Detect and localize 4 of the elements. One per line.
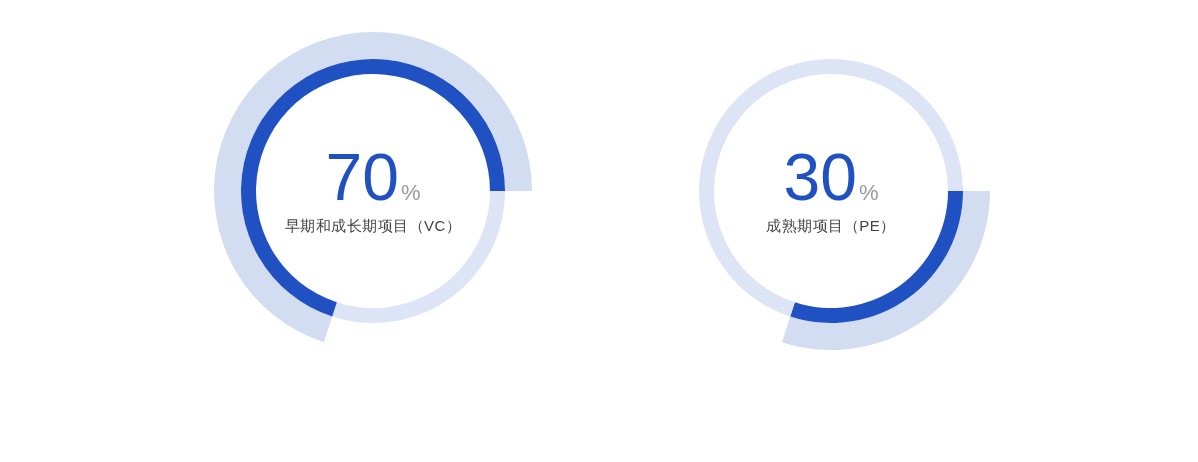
data-label: 30% xyxy=(783,140,879,214)
slice-label: 早期和成长期项目（VC） xyxy=(284,217,462,234)
data-label: 70% xyxy=(325,140,421,214)
slice-label: 成熟期项目（PE） xyxy=(766,217,896,234)
